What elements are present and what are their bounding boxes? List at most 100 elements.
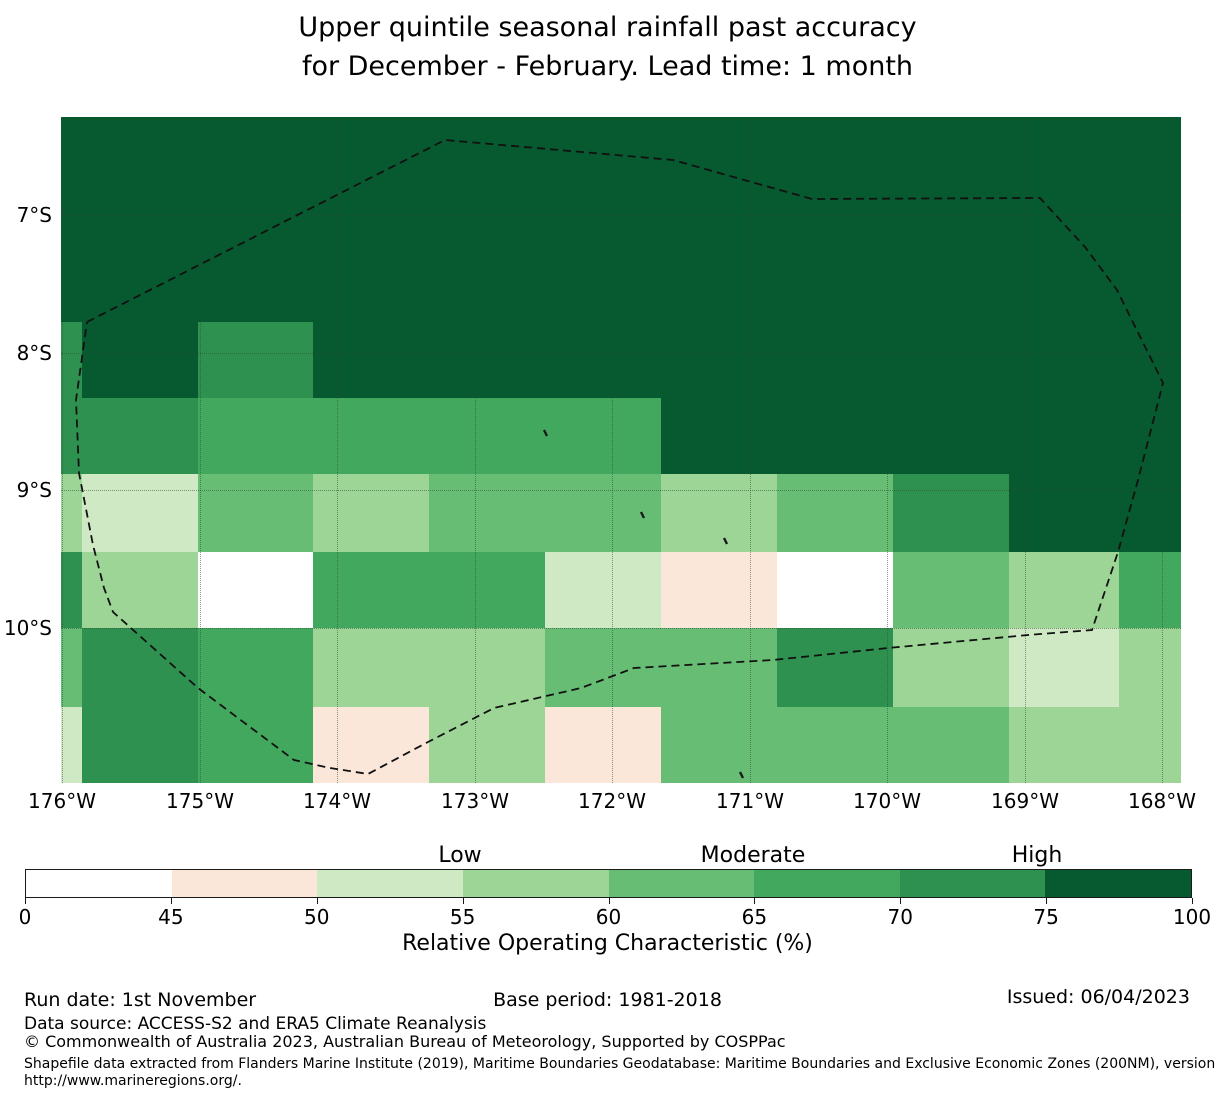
heatmap-cell (313, 628, 429, 707)
longitude-gridline (612, 117, 613, 783)
heatmap-cell (82, 552, 198, 628)
colorbar-tick (316, 898, 318, 904)
latitude-gridline (61, 353, 1181, 354)
heatmap-cell (313, 117, 429, 322)
longitude-gridline (475, 117, 476, 783)
heatmap-cell (313, 707, 429, 783)
heatmap-cell (61, 474, 82, 552)
heatmap-cell (661, 117, 777, 322)
skill-category-label-high: High (1011, 843, 1063, 868)
heatmap-cell (893, 117, 1009, 322)
heatmap-cell (893, 707, 1009, 783)
heatmap-cell (545, 117, 661, 322)
heatmap-cell (545, 707, 661, 783)
longitude-gridline (887, 117, 888, 783)
heatmap-cell (777, 628, 893, 707)
issued-date-text: Issued: 06/04/2023 (1006, 986, 1190, 1008)
heatmap-cell (1119, 398, 1181, 474)
colorbar-tick-label: 75 (1033, 905, 1059, 929)
heatmap-cell (661, 398, 777, 474)
heatmap-cell (1119, 707, 1181, 783)
longitude-tick-label: 171°W (716, 789, 784, 813)
latitude-gridline (61, 490, 1181, 491)
colorbar-segment-70-75 (899, 870, 1046, 897)
heatmap-cell (545, 628, 661, 707)
heatmap-cell (198, 117, 313, 322)
colorbar-tick (462, 898, 464, 904)
heatmap-cell (61, 552, 82, 628)
heatmap-cell (429, 707, 545, 783)
colorbar-segment-60-65 (608, 870, 755, 897)
heatmap-cell (661, 474, 777, 552)
heatmap-cell (82, 474, 198, 552)
colorbar-tick (170, 898, 172, 904)
colorbar-segment-50-55 (317, 870, 463, 897)
colorbar-tick-label: 45 (158, 905, 184, 929)
heatmap-cell (198, 398, 313, 474)
heatmap-cell (198, 552, 313, 628)
heatmap-cell (893, 552, 1009, 628)
heatmap-cell (61, 628, 82, 707)
colorbar-tick-label: 50 (304, 905, 330, 929)
longitude-gridline (200, 117, 201, 783)
heatmap-cell (545, 398, 661, 474)
heatmap-cell (82, 628, 198, 707)
heatmap-cell (893, 474, 1009, 552)
heatmap-cell (1119, 322, 1181, 398)
colorbar (25, 869, 1192, 898)
colorbar-tick-label: 55 (449, 905, 476, 929)
latitude-tick-label: 9°S (16, 478, 52, 502)
heatmap-cell (661, 322, 777, 398)
heatmap-cell (313, 474, 429, 552)
heatmap-cell (429, 628, 545, 707)
heatmap-cell (82, 322, 198, 398)
heatmap-cell (61, 707, 82, 783)
heatmap-cell (313, 552, 429, 628)
heatmap-cell (545, 474, 661, 552)
longitude-tick-label: 175°W (166, 789, 234, 813)
longitude-gridline (1162, 117, 1163, 783)
longitude-tick-label: 173°W (441, 789, 509, 813)
skill-category-label-low: Low (438, 843, 482, 868)
colorbar-tick-label: 60 (595, 905, 622, 929)
heatmap-cell (777, 322, 893, 398)
colorbar-tick (25, 898, 26, 904)
latitude-gridline (61, 628, 1181, 629)
longitude-gridline (1025, 117, 1026, 783)
heatmap-cell (198, 707, 313, 783)
longitude-tick-label: 176°W (28, 789, 96, 813)
run-date-text: Run date: 1st November (24, 989, 257, 1011)
heatmap-cell (777, 117, 893, 322)
latitude-tick-label: 10°S (3, 616, 52, 640)
latitude-gridline (61, 215, 1181, 216)
shapefile-note-line2: http://www.marineregions.org/. (24, 1073, 242, 1089)
heatmap-cell (61, 398, 82, 474)
heatmap-cell (661, 552, 777, 628)
longitude-gridline (750, 117, 751, 783)
data-source-text: Data source: ACCESS-S2 and ERA5 Climate … (24, 1014, 487, 1034)
heatmap-cell (893, 628, 1009, 707)
colorbar-tick-label: 100 (1172, 905, 1212, 929)
heatmap-cell (429, 552, 545, 628)
colorbar-segment-0-45 (26, 870, 172, 897)
heatmap-cell (545, 552, 661, 628)
longitude-tick-label: 169°W (991, 789, 1059, 813)
heatmap-cell (429, 398, 545, 474)
colorbar-tick-label: 65 (741, 905, 768, 929)
base-period-text: Base period: 1981-2018 (493, 989, 722, 1011)
skill-category-label-moderate: Moderate (700, 843, 806, 868)
heatmap-cell (198, 628, 313, 707)
colorbar-segment-45-50 (171, 870, 318, 897)
heatmap-cell (777, 474, 893, 552)
colorbar-tick (608, 898, 610, 904)
heatmap-cell (661, 628, 777, 707)
heatmap-cell (777, 398, 893, 474)
colorbar-tick (900, 898, 902, 904)
latitude-tick-label: 8°S (16, 341, 52, 365)
heatmap-cell (777, 552, 893, 628)
heatmap-cell (61, 322, 82, 398)
colorbar-tick (754, 898, 756, 904)
colorbar-segment-75-100 (1045, 870, 1191, 897)
chart-title: Upper quintile seasonal rainfall past ac… (0, 8, 1215, 86)
colorbar-tick-label: 0 (18, 905, 32, 929)
